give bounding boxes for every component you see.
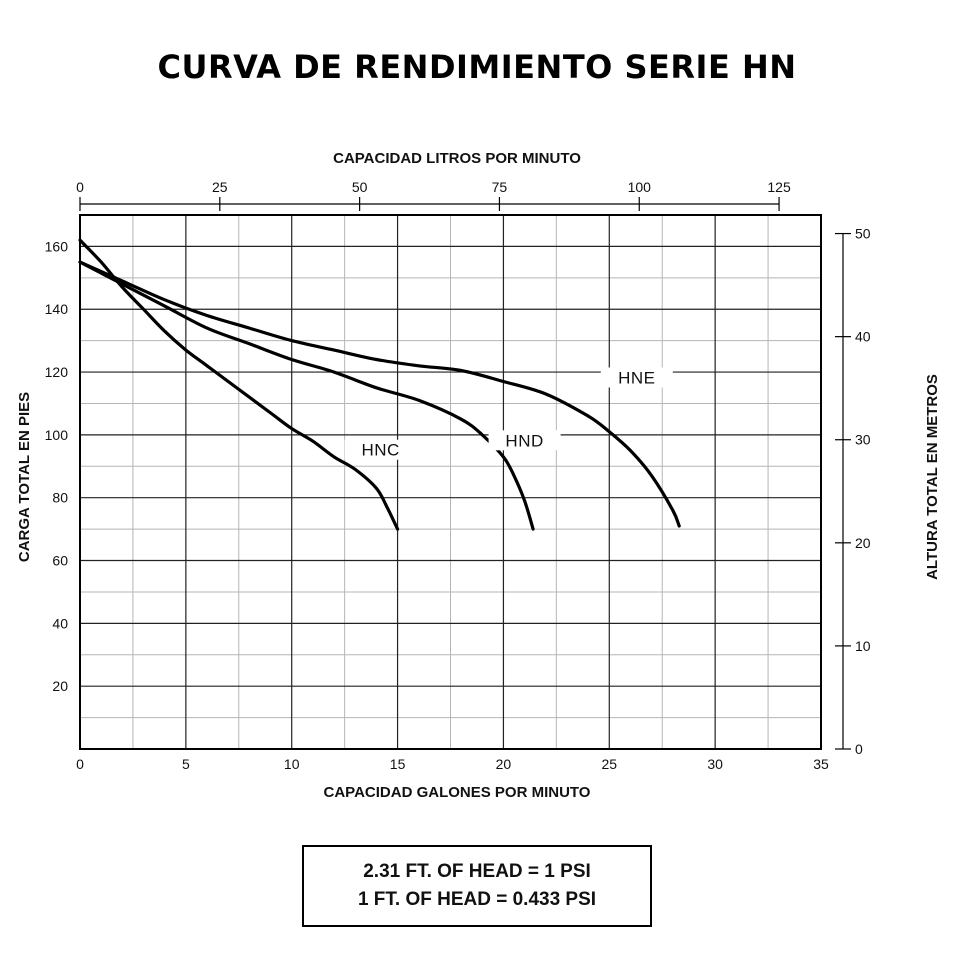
y2-axis-title: ALTURA TOTAL EN METROS (924, 374, 941, 580)
x-tick-label: 20 (496, 756, 512, 772)
y-tick-label: 120 (45, 364, 69, 380)
y-tick-label: 100 (45, 427, 69, 443)
conversion-note-line-1: 2.31 FT. OF HEAD = 1 PSI (363, 861, 591, 882)
x-tick-label: 30 (707, 756, 723, 772)
y-tick-label: 140 (45, 301, 69, 317)
tick-labels: 0 5 10 15 20 25 30 35 20 40 60 80 100 120 140 160 (45, 238, 829, 772)
chart-title: CURVA DE RENDIMIENTO SERIE HN (157, 48, 797, 86)
right-tick-label: 40 (855, 329, 871, 345)
x-tick-label: 10 (284, 756, 300, 772)
x-axis-title: CAPACIDAD GALONES POR MINUTO (324, 784, 591, 801)
top-tick-label: 100 (628, 179, 652, 195)
y-tick-label: 60 (52, 553, 68, 569)
series-line-hnd (78, 260, 535, 531)
x-tick-label: 5 (182, 756, 190, 772)
series-label-hne: HNE (618, 368, 655, 387)
y-tick-label: 160 (45, 238, 69, 254)
y-tick-label: 80 (52, 490, 68, 506)
y-axis-title: CARGA TOTAL EN PIES (16, 392, 33, 562)
x-tick-label: 15 (390, 756, 406, 772)
y-tick-label: 40 (52, 615, 68, 631)
right-tick-label: 10 (855, 638, 871, 654)
top-tick-label: 75 (492, 179, 508, 195)
minor-grid (80, 215, 821, 749)
series-label-bg-hnc (344, 439, 417, 460)
top-axis-title: CAPACIDAD LITROS POR MINUTO (333, 150, 581, 167)
series-label-bg-hnd (488, 430, 561, 451)
series-label-hnc: HNC (361, 441, 399, 460)
major-grid (80, 215, 821, 749)
right-axis-meters: 0 10 20 30 40 50 (835, 226, 871, 757)
x-tick-label: 0 (76, 756, 84, 772)
plot-frame (79, 214, 822, 750)
conversion-note-box: 2.31 FT. OF HEAD = 1 PSI 1 FT. OF HEAD =… (302, 845, 652, 927)
y-tick-label: 20 (52, 678, 68, 694)
top-tick-label: 0 (76, 179, 84, 195)
series-line-hne (78, 260, 681, 528)
series-label-hnd: HND (505, 431, 543, 450)
right-tick-label: 30 (855, 432, 871, 448)
top-tick-label: 125 (767, 179, 791, 195)
right-tick-label: 50 (855, 226, 871, 242)
top-tick-label: 50 (352, 179, 368, 195)
x-tick-label: 35 (813, 756, 829, 772)
series-label-bg-hne (600, 367, 673, 388)
top-axis-liters: 0 25 50 75 100 125 (76, 179, 791, 211)
series-line-hnc (78, 238, 400, 531)
top-tick-label: 25 (212, 179, 228, 195)
right-tick-label: 20 (855, 535, 871, 551)
series-group: HNC HND HNE (78, 238, 681, 531)
conversion-note-line-2: 1 FT. OF HEAD = 0.433 PSI (357, 889, 597, 910)
x-tick-label: 25 (601, 756, 617, 772)
right-tick-label: 0 (855, 741, 863, 757)
